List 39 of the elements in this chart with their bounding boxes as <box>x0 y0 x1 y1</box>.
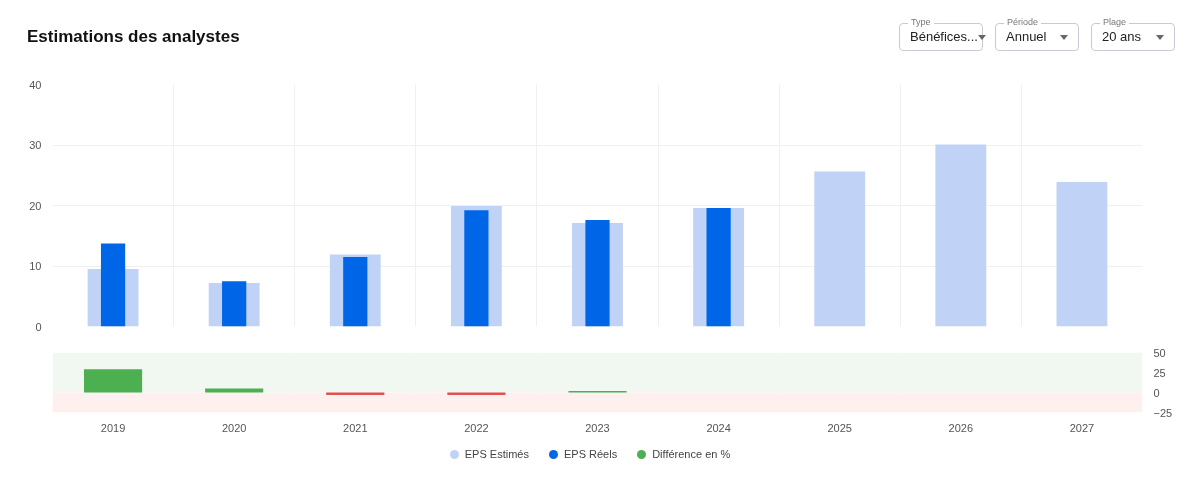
x-tick-label: 2024 <box>706 421 731 434</box>
bar <box>343 256 368 327</box>
text: Annuel <box>1006 27 1047 46</box>
bar <box>706 207 731 327</box>
bar <box>585 220 610 327</box>
y2-tick-label: −25 <box>1153 406 1173 419</box>
legend-label: EPS Estimés <box>463 447 529 462</box>
bar <box>1056 181 1108 327</box>
bar <box>100 243 126 327</box>
text: Bénéfices... <box>910 27 978 46</box>
x-tick-label: 2023 <box>585 421 610 434</box>
text: 20 ans <box>1102 27 1142 46</box>
y-tick-label: 20 <box>29 199 42 212</box>
text: Type <box>908 16 934 29</box>
text: Plage <box>1100 16 1130 29</box>
x-tick-label: 2026 <box>948 421 974 434</box>
y2-tick-label: 0 <box>1153 386 1160 399</box>
legend-label: EPS Réels <box>562 447 618 462</box>
bar <box>935 144 987 327</box>
chart-title: Estimations des analystes <box>27 25 240 48</box>
y-tick-label: 30 <box>29 139 42 151</box>
bar <box>814 171 866 327</box>
x-tick-label: 2025 <box>827 421 852 434</box>
y-tick-label: 40 <box>29 78 42 91</box>
y-tick-label: 10 <box>29 260 42 272</box>
legend-label: Différence en % <box>651 447 731 462</box>
bar <box>222 281 247 327</box>
bar <box>83 369 143 393</box>
x-tick-label: 2020 <box>221 421 247 434</box>
y-tick-label: 0 <box>35 320 42 333</box>
y2-tick-label: 25 <box>1153 366 1166 379</box>
bar <box>205 388 264 393</box>
bar <box>464 210 489 327</box>
x-tick-label: 2019 <box>100 421 126 434</box>
text: Période <box>1004 16 1042 29</box>
x-tick-label: 2022 <box>464 421 489 434</box>
x-tick-label: 2021 <box>343 421 368 434</box>
x-tick-label: 2027 <box>1069 421 1095 434</box>
y2-tick-label: 50 <box>1153 346 1166 359</box>
